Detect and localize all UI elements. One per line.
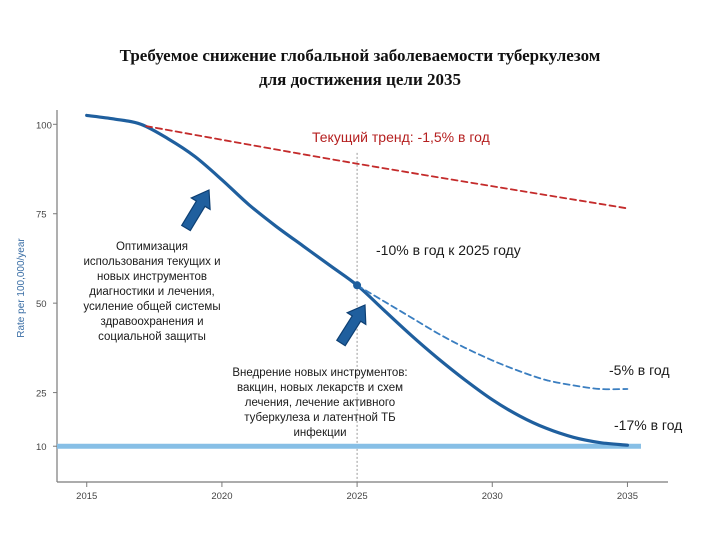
annotation-rate-10: -10% в год к 2025 году bbox=[376, 242, 521, 258]
y-axis-label: Rate per 100,000/year bbox=[16, 238, 27, 338]
chart-axes: 10 25 50 75 100 Rate per 100,000/year 2015 2020… bbox=[16, 110, 668, 502]
note-left-line: усиление общей системы bbox=[83, 301, 221, 313]
note-mid-line: Внедрение новых инструментов: bbox=[232, 367, 408, 379]
note-mid-line: лечения, лечение активного bbox=[244, 397, 396, 409]
annotation-note-mid: Внедрение новых инструментов: вакцин, нов… bbox=[210, 366, 430, 441]
note-mid-line: инфекции bbox=[293, 427, 347, 439]
y-tick-label-50: 50 bbox=[36, 299, 47, 310]
annotation-rate-5: -5% в год bbox=[609, 362, 670, 378]
marker-point-2025 bbox=[353, 281, 362, 290]
note-mid-line: туберкулеза и латентной ТБ bbox=[244, 412, 396, 424]
arrow-optimization-shape bbox=[180, 189, 211, 232]
annotation-rate-17: -17% в год bbox=[614, 417, 683, 433]
y-tick-label-75: 75 bbox=[36, 210, 47, 221]
note-left-line: социальной защиты bbox=[98, 331, 206, 343]
y-tick-label-25: 25 bbox=[36, 389, 47, 400]
y-tick-label-10: 10 bbox=[36, 442, 47, 453]
note-left-line: использования текущих и bbox=[83, 256, 221, 268]
arrow-optimization bbox=[180, 189, 211, 232]
note-left-line: новых инструментов bbox=[96, 271, 208, 283]
note-left-line: здравоохранения и bbox=[100, 316, 204, 328]
annotation-note-left: Оптимизация использования текущих и новых … bbox=[62, 240, 242, 345]
note-left-line: диагностики и лечения, bbox=[89, 286, 215, 298]
y-tick-label-100: 100 bbox=[36, 120, 52, 131]
x-tick-label-2030: 2030 bbox=[482, 491, 503, 502]
chart-title: Требуемое снижение глобальной заболеваем… bbox=[0, 44, 720, 92]
note-mid-line: вакцин, новых лекарств и схем bbox=[236, 382, 404, 394]
x-tick-label-2015: 2015 bbox=[76, 491, 97, 502]
series-line-current-trend bbox=[145, 125, 629, 210]
x-tick-label-2035: 2035 bbox=[617, 491, 638, 502]
arrow-new-tools-shape bbox=[335, 304, 367, 347]
chart-series bbox=[57, 113, 641, 482]
chart-title-line1: Требуемое снижение глобальной заболеваем… bbox=[119, 46, 601, 65]
series-line-branch-5 bbox=[356, 284, 629, 391]
chart-arrows bbox=[180, 189, 367, 347]
annotation-current-trend: Текущий тренд: -1,5% в год bbox=[312, 129, 490, 145]
x-tick-label-2020: 2020 bbox=[211, 491, 232, 502]
x-tick-label-2025: 2025 bbox=[347, 491, 368, 502]
chart-title-line2: для достижения цели 2035 bbox=[259, 70, 461, 89]
note-left-line: Оптимизация bbox=[115, 241, 189, 253]
arrow-new-tools bbox=[335, 304, 367, 347]
